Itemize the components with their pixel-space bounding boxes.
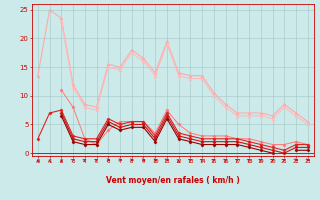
X-axis label: Vent moyen/en rafales ( km/h ): Vent moyen/en rafales ( km/h ) (106, 176, 240, 185)
